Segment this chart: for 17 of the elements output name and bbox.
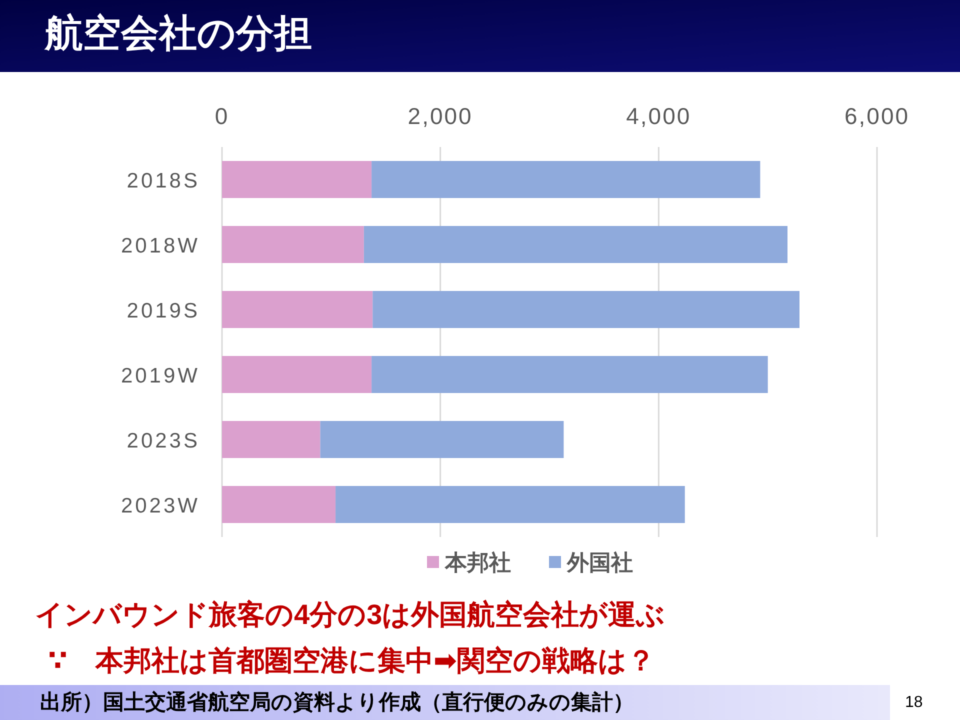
xtick: 2,000 [408,103,473,129]
category: 2023S [126,430,200,452]
category: 2019W [120,364,200,388]
annotation: 18 [905,694,923,711]
title: 航空会社の分担 [45,13,312,55]
category: 2023W [120,494,200,518]
xtick: 6,000 [844,103,910,129]
xtick: 0 [214,103,230,129]
category: 2018S [126,170,200,192]
annotation: インバウンド旅客の4分の3は外国航空会社が運ぶ [35,599,666,630]
category: 2019S [126,300,200,322]
annotation: ∵ 本邦社は首都圏空港に集中➡関空の戦略は？ [48,645,655,676]
category: 2018W [120,234,200,258]
legend-label: 外国社 [567,550,633,575]
xtick: 4,000 [626,103,692,129]
legend-label: 本邦社 [445,550,511,575]
annotation: 出所）国土交通省航空局の資料より作成（直行便のみの集計） [40,691,634,714]
